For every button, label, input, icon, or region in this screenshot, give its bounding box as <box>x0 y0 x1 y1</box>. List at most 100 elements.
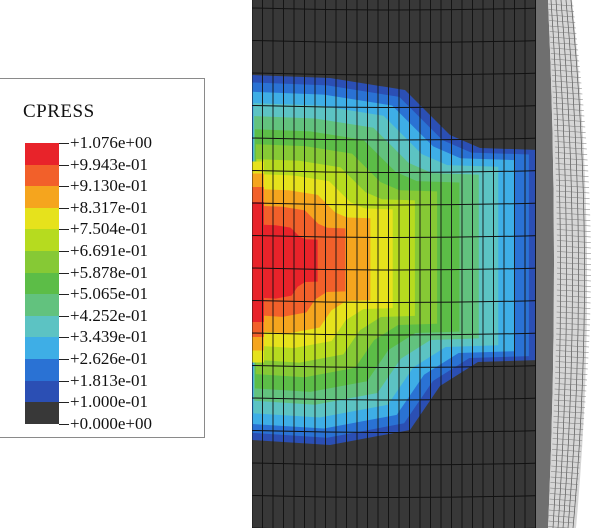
grid-line-horizontal <box>252 365 542 368</box>
rim-hatch <box>556 201 590 205</box>
rim-hatch <box>556 262 592 265</box>
legend-value-label: +3.439e-01 <box>70 327 149 347</box>
rim-hatch <box>550 53 579 56</box>
rim-hatch <box>556 328 590 331</box>
legend-tick <box>59 294 69 296</box>
rim-hatch <box>556 289 591 293</box>
rim-hatch <box>550 476 579 480</box>
legend-swatch <box>25 294 59 317</box>
rim-hatch <box>556 185 590 188</box>
legend-tick <box>59 402 69 404</box>
element-grid <box>252 0 542 528</box>
legend-value-label: +5.065e-01 <box>70 284 149 304</box>
legend-tick <box>59 272 69 274</box>
legend-swatch <box>25 380 59 403</box>
legend-value-label: +2.626e-01 <box>70 349 149 368</box>
rim-hatch <box>552 449 582 452</box>
legend-swatch <box>25 359 59 382</box>
rim-hatch <box>550 482 578 485</box>
rim-hatch <box>556 267 592 271</box>
grid-line-horizontal <box>252 300 542 303</box>
rim-hatch <box>554 135 587 139</box>
rim-hatch <box>554 124 586 128</box>
legend-swatch <box>25 272 59 295</box>
contour-band <box>260 224 318 299</box>
legend-swatch <box>25 186 59 209</box>
rim-hatch <box>551 64 580 67</box>
rim-hatch <box>556 190 590 194</box>
rim-hatch <box>548 9 575 12</box>
rim-hatch <box>554 388 587 392</box>
rim-hatch <box>549 20 576 23</box>
rim-hatch <box>553 421 584 425</box>
legend-tick <box>59 143 69 144</box>
rim-line <box>560 0 573 528</box>
rim-hatch <box>556 333 590 337</box>
legend-swatch <box>25 164 59 187</box>
rim-hatch <box>555 355 589 359</box>
rim-hatch <box>553 108 584 111</box>
legend-swatch <box>25 402 59 425</box>
rim-hatch <box>555 366 588 370</box>
legend-swatch <box>25 337 59 360</box>
legend-tick <box>59 380 69 382</box>
rim-hatch <box>555 372 588 375</box>
legend-value-label: +9.130e-01 <box>70 176 149 196</box>
grid-line-horizontal <box>252 332 542 336</box>
rim-hatch <box>556 300 591 304</box>
rim-hatch <box>548 509 575 513</box>
rim-hatch <box>554 130 586 133</box>
legend-tick <box>59 315 69 317</box>
grid-line-horizontal <box>252 495 542 498</box>
contour-band-edge <box>252 202 264 322</box>
rim-hatch <box>549 504 576 507</box>
rim-hatch <box>552 97 583 100</box>
rim-hatch <box>551 75 581 78</box>
legend-tick <box>59 359 69 360</box>
rim-hatch <box>552 443 582 447</box>
legend-tick <box>59 337 69 339</box>
rim-hatch <box>553 102 584 106</box>
rim-hatch <box>556 234 591 238</box>
rim-hatch <box>553 119 585 122</box>
rim-hatch <box>556 284 591 287</box>
rim-hatch <box>549 31 577 34</box>
legend-tick <box>59 251 69 252</box>
rim-hatch <box>556 245 591 249</box>
grid-line-horizontal <box>252 72 542 76</box>
grid-line-horizontal <box>252 267 542 271</box>
rim-hatch <box>549 36 577 40</box>
legend-title: CPRESS <box>23 101 95 122</box>
rim-hatch <box>551 454 581 458</box>
rim-hatch <box>550 47 579 51</box>
rim-hatch <box>556 306 591 309</box>
rim-hatch <box>555 344 589 348</box>
legend-swatch <box>25 251 59 274</box>
rim-hatch <box>548 515 575 518</box>
rim-hatch <box>556 322 590 326</box>
legend-value-label: +4.252e-01 <box>70 305 149 325</box>
legend-value-label: +1.076e+00 <box>70 133 152 152</box>
rim-hatch <box>553 113 585 117</box>
rim-hatch <box>552 91 583 95</box>
legend-tick <box>59 207 69 209</box>
legend-tick <box>59 423 69 425</box>
rim-hatch <box>550 471 579 474</box>
rim-hatch <box>556 339 590 342</box>
rim-hatch <box>556 295 591 298</box>
rim-hatch <box>553 405 586 408</box>
rim-hatch <box>555 179 589 183</box>
legend-value-label: +6.691e-01 <box>70 241 149 260</box>
rim-hatch <box>548 14 575 18</box>
rim-hatch <box>549 498 577 502</box>
rim-hatch <box>553 410 585 414</box>
pressure-contour-bands <box>252 75 540 445</box>
rim-hatch <box>551 465 580 469</box>
grid-line-horizontal <box>252 7 542 11</box>
grid-line-horizontal <box>252 40 542 43</box>
legend-value-label: +9.943e-01 <box>70 154 149 174</box>
rim-hatch <box>555 163 588 166</box>
rim-hatch <box>549 493 577 496</box>
rim-hatch <box>551 460 581 463</box>
rim-hatch <box>552 432 583 436</box>
